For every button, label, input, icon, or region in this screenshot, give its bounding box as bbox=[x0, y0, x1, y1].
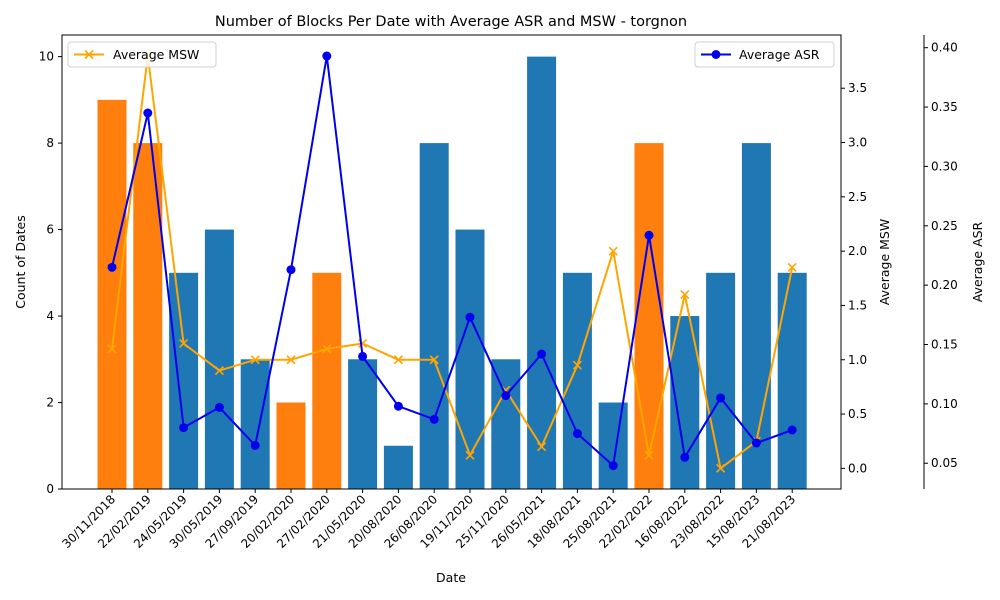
bar-24/05/2019 bbox=[169, 272, 199, 489]
plot-frame bbox=[61, 34, 925, 490]
asr-tick-label: 0.20 bbox=[931, 278, 958, 292]
point-asr-27/02/2020 bbox=[322, 51, 332, 61]
bar-30/11/2018 bbox=[97, 99, 127, 489]
msw-tick-label: 3.0 bbox=[848, 136, 867, 150]
bar-18/08/2021 bbox=[562, 272, 592, 489]
point-msw-16/08/2022 bbox=[680, 290, 690, 300]
point-asr-26/05/2021 bbox=[537, 349, 547, 359]
plot-border bbox=[61, 34, 842, 490]
bar-26/05/2021 bbox=[527, 56, 557, 489]
x-axis-label: Date bbox=[436, 570, 466, 585]
series-line-asr bbox=[111, 55, 793, 467]
point-asr-15/08/2023 bbox=[751, 438, 761, 448]
count-tick-label: 0 bbox=[46, 482, 54, 496]
point-asr-24/05/2019 bbox=[179, 423, 189, 433]
point-msw-24/05/2019 bbox=[179, 338, 189, 349]
msw-axis: 0.0 0.5 1.0 1.5 2.0 2.5 3.0 3.5 bbox=[841, 81, 867, 475]
msw-axis-label: Average MSW bbox=[877, 219, 892, 305]
point-asr-25/08/2021 bbox=[608, 461, 618, 471]
count-tick-label: 4 bbox=[46, 309, 54, 323]
msw-tick-label: 0.5 bbox=[848, 407, 867, 421]
bar-25/08/2021 bbox=[598, 402, 628, 489]
legend-msw-marker bbox=[84, 49, 94, 60]
point-msw-23/08/2022 bbox=[716, 463, 726, 473]
legend-msw-label: Average MSW bbox=[113, 47, 199, 62]
point-msw-19/11/2020 bbox=[465, 450, 475, 460]
count-tick-label: 6 bbox=[46, 223, 54, 237]
point-asr-27/09/2019 bbox=[250, 440, 260, 450]
count-axis-label: Count of Dates bbox=[13, 215, 28, 309]
point-asr-23/08/2022 bbox=[716, 393, 726, 403]
legend-asr-box bbox=[694, 41, 835, 68]
asr-tick-label: 0.30 bbox=[931, 159, 958, 173]
point-msw-26/08/2020 bbox=[429, 355, 439, 365]
point-asr-20/08/2020 bbox=[393, 401, 403, 411]
x-axis: 30/11/201822/02/201924/05/201930/05/2019… bbox=[59, 489, 798, 551]
point-asr-22/02/2019 bbox=[143, 108, 153, 118]
point-msw-21/08/2023 bbox=[787, 262, 797, 272]
asr-tick-label: 0.15 bbox=[931, 338, 958, 352]
bar-27/02/2020 bbox=[312, 272, 342, 489]
asr-axis: 0.05 0.10 0.15 0.20 0.25 0.30 0.35 0.40 bbox=[924, 41, 958, 470]
msw-tick-label: 2.5 bbox=[848, 190, 867, 204]
asr-tick-label: 0.25 bbox=[931, 219, 958, 233]
msw-tick-label: 1.5 bbox=[848, 298, 867, 312]
lines-layer bbox=[107, 51, 797, 473]
point-asr-21/05/2020 bbox=[358, 351, 368, 361]
point-asr-30/11/2018 bbox=[107, 262, 117, 272]
point-msw-27/09/2019 bbox=[250, 355, 260, 365]
chart-title: Number of Blocks Per Date with Average A… bbox=[215, 14, 687, 30]
count-axis: 0 2 4 6 8 10 bbox=[39, 50, 62, 496]
point-msw-20/08/2020 bbox=[393, 355, 403, 365]
msw-tick-label: 3.5 bbox=[848, 81, 867, 95]
point-asr-16/08/2022 bbox=[680, 452, 690, 462]
count-tick-label: 8 bbox=[46, 136, 54, 150]
point-msw-18/08/2021 bbox=[572, 360, 582, 370]
bar-23/08/2022 bbox=[706, 272, 736, 489]
point-asr-18/08/2021 bbox=[572, 429, 582, 439]
point-asr-25/11/2020 bbox=[501, 391, 511, 401]
legend-msw: Average MSW bbox=[67, 41, 217, 68]
point-msw-20/02/2020 bbox=[286, 355, 296, 365]
legend-asr-label: Average ASR bbox=[739, 47, 820, 62]
bar-22/02/2022 bbox=[634, 143, 664, 489]
bar-21/05/2020 bbox=[348, 359, 378, 489]
point-asr-21/08/2023 bbox=[787, 425, 797, 435]
asr-tick-label: 0.10 bbox=[931, 397, 958, 411]
bar-20/08/2020 bbox=[383, 445, 413, 489]
bar-20/02/2020 bbox=[276, 402, 306, 489]
bar-27/09/2019 bbox=[240, 359, 270, 489]
point-asr-26/08/2020 bbox=[429, 414, 439, 424]
bar-26/08/2020 bbox=[419, 143, 449, 489]
point-asr-30/05/2019 bbox=[214, 402, 224, 412]
asr-tick-label: 0.40 bbox=[931, 41, 958, 55]
bar-30/05/2019 bbox=[204, 229, 234, 490]
asr-tick-label: 0.05 bbox=[931, 456, 958, 470]
point-asr-20/02/2020 bbox=[286, 265, 296, 275]
bar-21/08/2023 bbox=[777, 272, 807, 489]
legend-asr-marker bbox=[711, 50, 721, 59]
legend-msw-box bbox=[67, 41, 217, 68]
point-msw-22/02/2022 bbox=[644, 450, 654, 460]
bar-25/11/2020 bbox=[491, 359, 521, 489]
series-line-msw bbox=[111, 54, 794, 470]
point-asr-22/02/2022 bbox=[644, 230, 654, 240]
point-msw-30/05/2019 bbox=[214, 366, 224, 376]
asr-tick-label: 0.35 bbox=[931, 100, 958, 114]
point-msw-30/11/2018 bbox=[107, 344, 117, 354]
count-tick-label: 2 bbox=[46, 396, 54, 410]
bars-layer bbox=[97, 56, 807, 490]
count-tick-label: 10 bbox=[39, 50, 54, 64]
point-msw-26/05/2021 bbox=[537, 442, 547, 452]
legend-asr: Average ASR bbox=[694, 41, 835, 68]
msw-tick-label: 0.0 bbox=[848, 461, 867, 475]
bar-19/11/2020 bbox=[455, 229, 485, 490]
msw-tick-label: 2.0 bbox=[848, 244, 867, 258]
point-msw-27/02/2020 bbox=[322, 344, 332, 354]
point-msw-25/08/2021 bbox=[608, 246, 618, 256]
point-asr-19/11/2020 bbox=[465, 312, 475, 322]
asr-axis-label: Average ASR bbox=[970, 221, 985, 302]
msw-tick-label: 1.0 bbox=[848, 353, 867, 367]
